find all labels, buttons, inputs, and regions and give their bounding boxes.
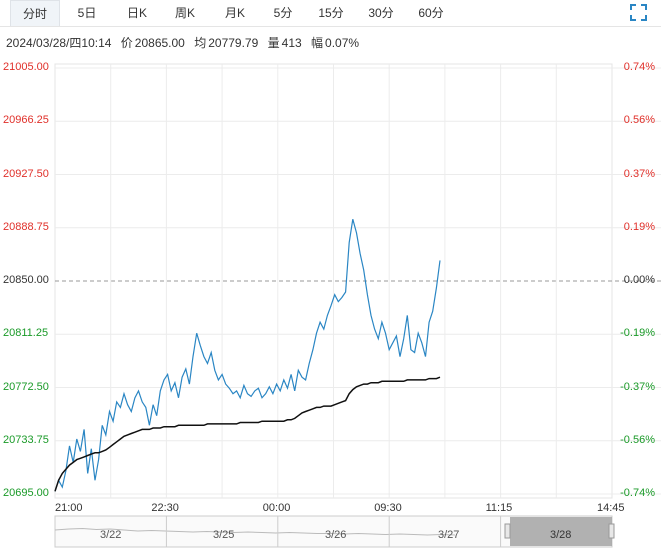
tab-daily-k[interactable]: 日K <box>126 6 147 20</box>
price-label: 价 <box>120 36 133 50</box>
navigator-selection <box>510 517 612 546</box>
y-tick-label-right: 0.00% <box>623 274 655 286</box>
x-tick-label: 22:30 <box>151 502 179 514</box>
y-tick-label-right: -0.74% <box>620 487 655 499</box>
x-tick-label: 09:30 <box>374 502 402 514</box>
grip-right-icon <box>608 523 615 539</box>
y-tick-label-left: 20811.25 <box>3 327 49 340</box>
y-tick-label-right: 0.74% <box>623 61 655 73</box>
y-tick-label-right: -0.19% <box>620 327 655 340</box>
grip-left-icon <box>504 523 511 539</box>
navigator-date-label: 3/25 <box>213 529 235 541</box>
y-tick-label-right: -0.37% <box>620 380 655 393</box>
period-tab-bar: 分时 5日 日K 周K 月K 5分 15分 30分 60分 <box>0 0 661 27</box>
tab-monthly-k[interactable]: 月K <box>224 6 245 20</box>
tab-5min[interactable]: 5分 <box>273 6 293 20</box>
y-tick-label-left: 20888.75 <box>3 220 49 233</box>
y-tick-label-left: 20850.00 <box>3 274 49 286</box>
x-tick-label: 11:15 <box>485 502 513 514</box>
navigator-date-label: 3/26 <box>325 529 347 541</box>
navigator-sparkline <box>54 527 456 536</box>
price-value: 20865.00 <box>134 36 185 50</box>
y-tick-label-right: 0.19% <box>623 220 655 233</box>
tab-15min[interactable]: 15分 <box>318 6 344 20</box>
navigator-date-label: 3/22 <box>100 529 122 541</box>
x-tick-label: 21:00 <box>55 502 83 514</box>
y-tick-label-left: 20966.25 <box>3 114 49 127</box>
tab-60min[interactable]: 60分 <box>418 6 444 20</box>
amplitude-value: 0.07% <box>325 36 360 50</box>
avg-label: 均 <box>194 36 207 50</box>
tab-5day[interactable]: 5日 <box>77 6 97 20</box>
price-line <box>54 219 441 492</box>
volume-value: 413 <box>281 36 302 50</box>
tab-30min[interactable]: 30分 <box>368 6 394 20</box>
amplitude-label: 幅 <box>311 36 324 50</box>
y-tick-label-right: 0.37% <box>623 167 655 180</box>
x-tick-label: 14:45 <box>597 502 625 514</box>
fullscreen-icon[interactable] <box>630 4 647 21</box>
avg-value: 20779.79 <box>208 36 259 50</box>
tab-weekly-k[interactable]: 周K <box>174 6 195 20</box>
y-tick-label-left: 20772.50 <box>3 380 49 393</box>
volume-label: 量 <box>267 36 280 50</box>
y-tick-label-left: 20695.00 <box>3 487 49 499</box>
y-tick-label-left: 21005.00 <box>3 61 49 73</box>
x-tick-label: 00:00 <box>262 502 291 514</box>
tab-intraday[interactable]: 分时 <box>10 0 60 26</box>
navigator-date-label: 3/27 <box>438 529 460 541</box>
average-line <box>54 376 441 492</box>
navigator-date-label: 3/28 <box>550 529 572 541</box>
y-tick-label-right: -0.56% <box>620 433 655 446</box>
quote-datetime: 2024/03/28/四10:14 <box>6 36 112 50</box>
y-tick-label-right: 0.56% <box>623 114 655 127</box>
y-tick-label-left: 20733.75 <box>3 433 49 446</box>
y-tick-label-left: 20927.50 <box>3 167 49 180</box>
